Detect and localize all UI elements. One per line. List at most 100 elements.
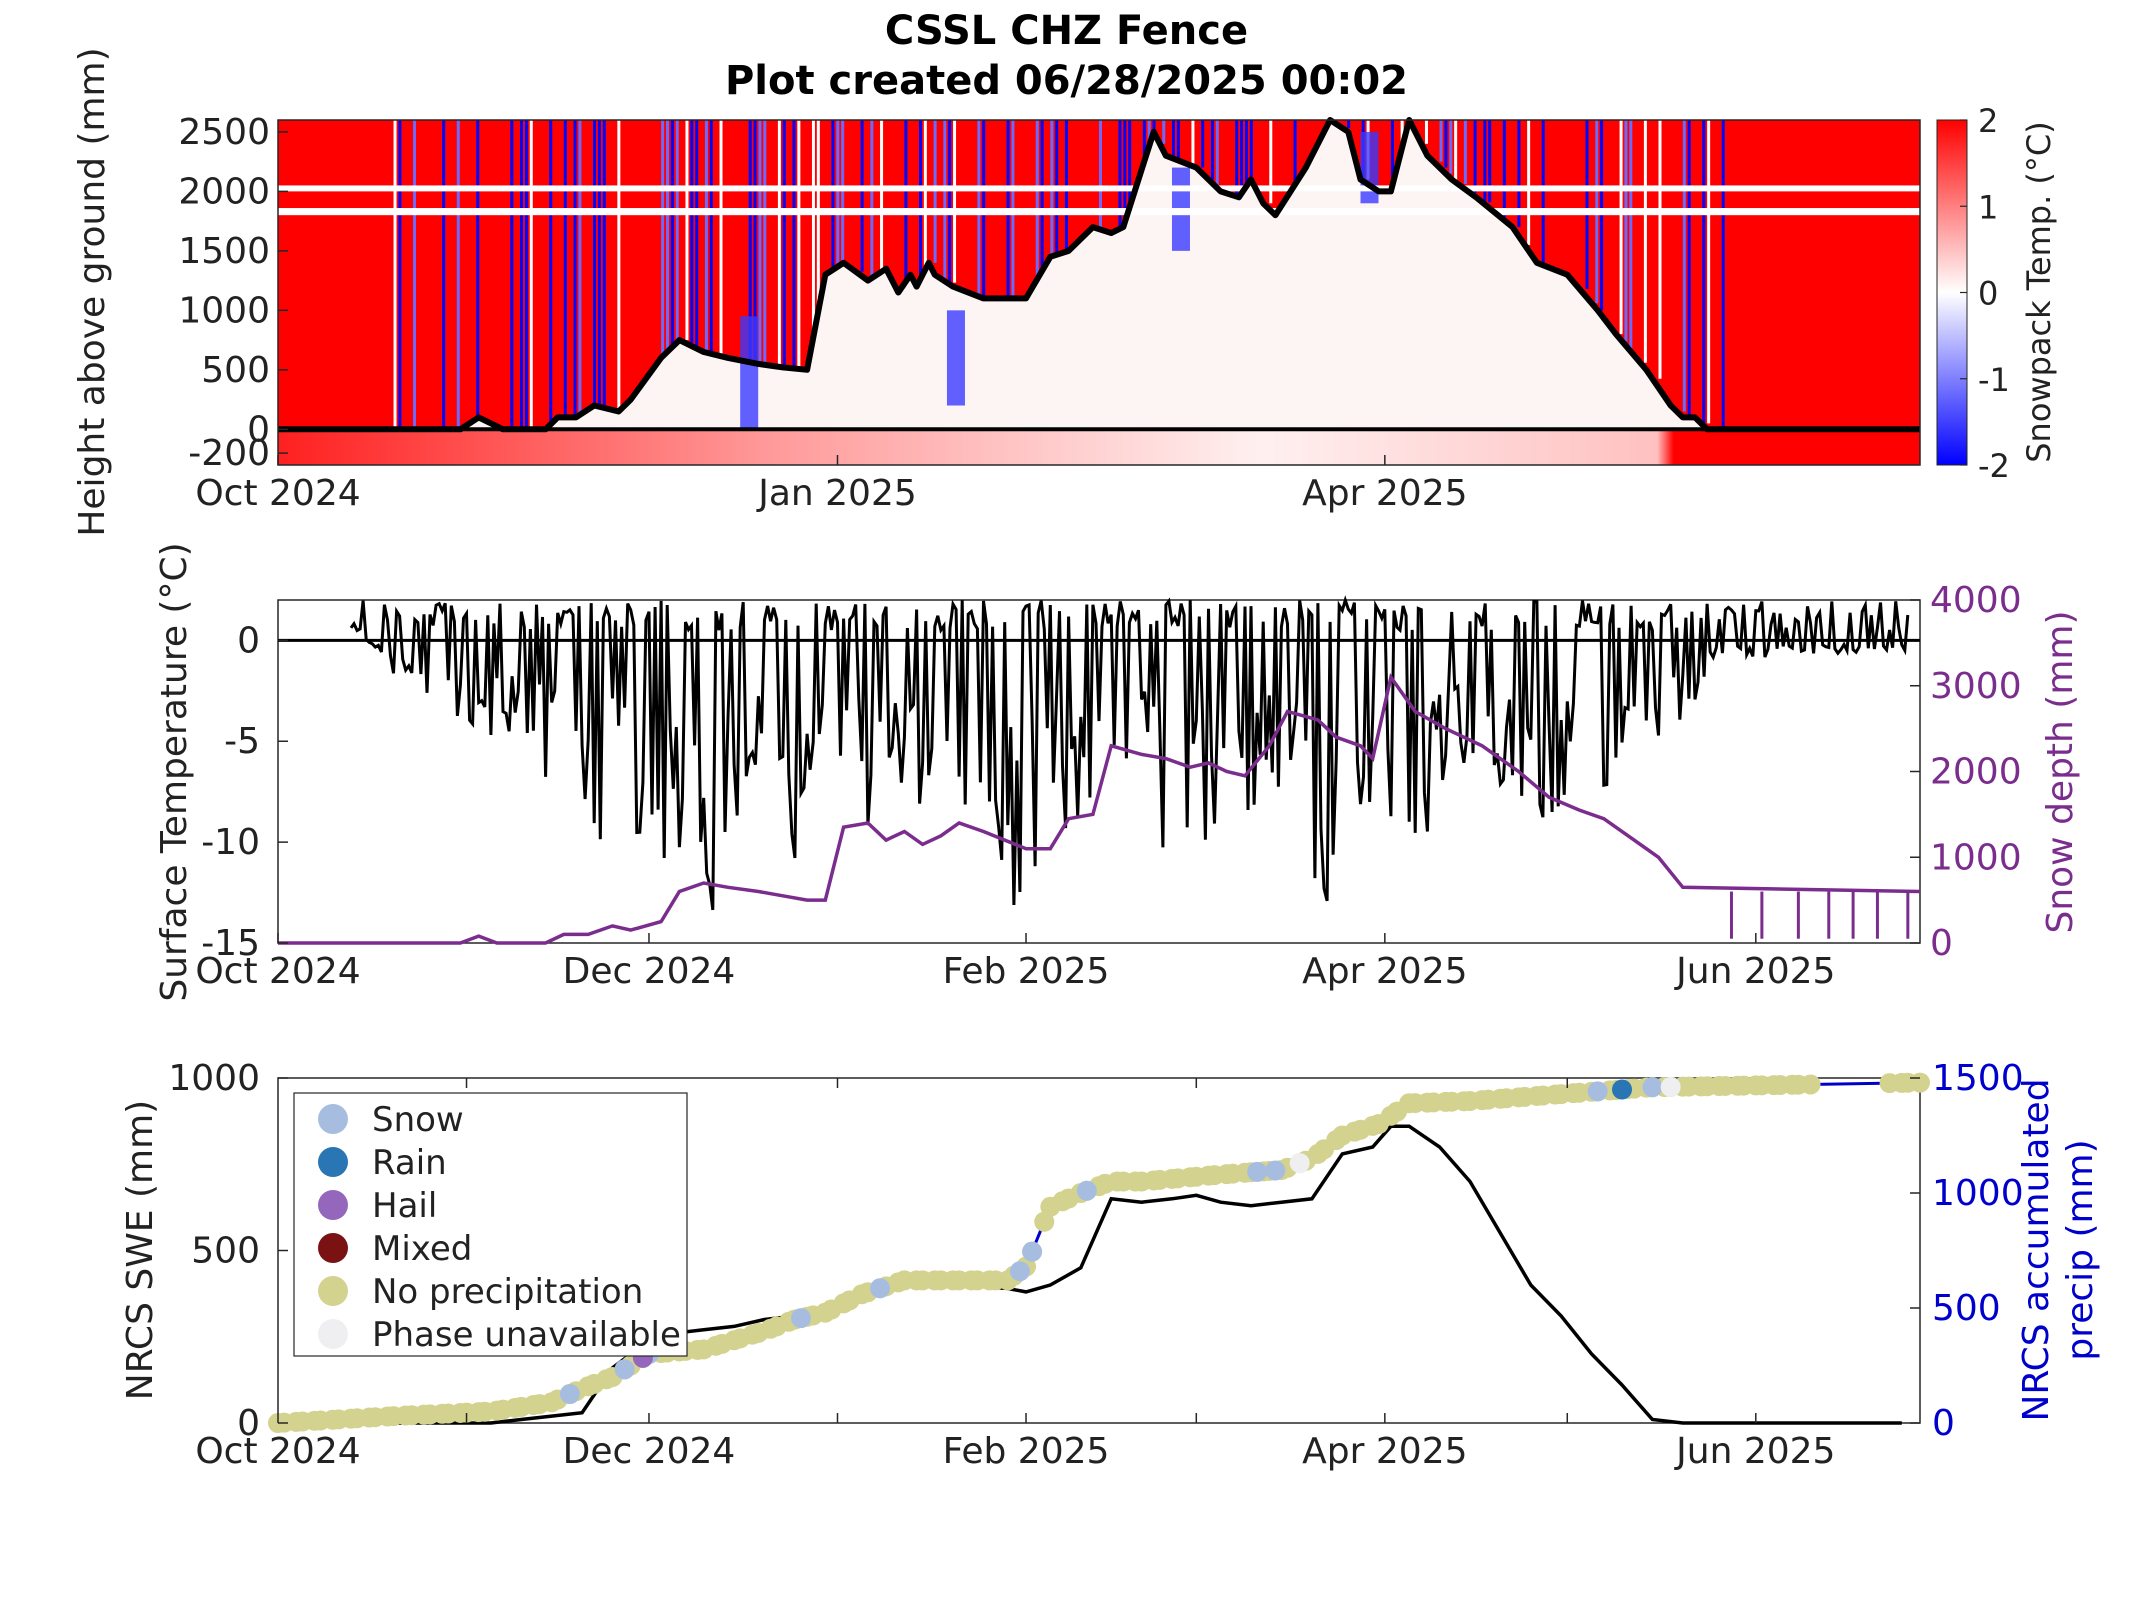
heatmap-column: [1035, 120, 1039, 289]
surface-temp-ytick-label: -15: [201, 923, 260, 964]
swe-precip-panel: 1000 500 0 1500 1000 500 0 Oct 2024 Dec 2024 Fe…: [120, 1058, 2101, 1472]
heatmap-column: [1454, 120, 1458, 180]
surface-temp-frame: [277, 599, 1921, 944]
surface-temp-ytick-label: -5: [224, 721, 260, 762]
heatmap-column: [413, 120, 417, 430]
heatmap-column: [1240, 120, 1244, 198]
heatmap-ylabel: Height above ground (mm): [72, 47, 113, 536]
heatmap-column: [836, 120, 840, 271]
heatmap-column: [1099, 120, 1102, 228]
precip-ytick-label: 500: [1932, 1288, 2001, 1329]
phase-marker-snow: [1642, 1077, 1663, 1098]
heatmap-column: [719, 120, 723, 355]
heatmap-column: [763, 120, 767, 364]
heatmap-column: [1658, 120, 1662, 379]
snow-depth-ytick-label: 2000: [1930, 752, 2022, 793]
swe-xtick-label: Feb 2025: [943, 1431, 1110, 1472]
surface-temp-ylabel: Surface Temperature (°C): [154, 542, 195, 1001]
colorbar-tick-label: 1: [1978, 188, 1998, 226]
heatmap-column: [1347, 120, 1351, 128]
precip-ytick-label: 1500: [1932, 1058, 2024, 1099]
heatmap-column: [748, 120, 752, 362]
heatmap-column: [1483, 120, 1487, 203]
heatmap-column: [1269, 120, 1273, 204]
heatmap-column: [1488, 120, 1492, 203]
phase-marker-no-precip: [1034, 1211, 1055, 1232]
heatmap-column: [1424, 120, 1428, 144]
swe-xtick-label: Dec 2024: [563, 1431, 736, 1472]
heatmap-column: [456, 120, 460, 430]
heatmap-column: [1444, 120, 1448, 168]
heatmap-column: [918, 120, 922, 287]
heatmap-column: [1682, 120, 1686, 412]
heatmap-column: [1517, 120, 1521, 228]
heatmap-column: [816, 120, 820, 339]
heatmap-frame: [277, 119, 1921, 466]
heatmap-ytick-label: 500: [201, 350, 270, 391]
heatmap-column: [1439, 120, 1443, 162]
heatmap-column: [398, 120, 402, 430]
heatmap-column: [1502, 120, 1506, 218]
swe-ytick-label: 500: [191, 1231, 260, 1272]
heatmap-column: [1235, 120, 1239, 196]
chart-title: CSSL CHZ Fence: [884, 8, 1249, 54]
phase-marker-no-precip: [1910, 1072, 1930, 1093]
heatmap-ytick-label: 1500: [178, 231, 270, 272]
colorbar-tick-label: -2: [1978, 447, 2010, 485]
heatmap-column: [685, 120, 689, 341]
heatmap-column: [1128, 120, 1132, 228]
heatmap-column: [1624, 120, 1628, 342]
phase-marker-unavailable: [1660, 1076, 1681, 1097]
phase-marker-snow: [559, 1384, 580, 1405]
surface-temp-xtick-label: Apr 2025: [1302, 951, 1467, 992]
heatmap-column: [1118, 120, 1122, 231]
heatmap-data-gap: [278, 185, 1920, 192]
swe-line: [278, 1124, 1902, 1425]
phase-marker-no-precip: [1800, 1074, 1821, 1095]
snowpack-interior: [278, 120, 1920, 430]
heatmap-soil-layer: [278, 429, 1920, 465]
heatmap-column: [1215, 120, 1219, 186]
snow-depth-ytick-label: 4000: [1930, 580, 2022, 621]
heatmap-column: [943, 120, 947, 279]
chart-subtitle: Plot created 06/28/2025 00:02: [724, 58, 1409, 104]
precip-ylabel-line2: precip (mm): [2060, 1139, 2101, 1360]
phase-marker-snow: [791, 1308, 812, 1329]
swe-ytick-label: 1000: [168, 1058, 260, 1099]
heatmap-xtick-label: Jan 2025: [756, 473, 917, 514]
legend-box: [293, 1092, 688, 1357]
heatmap-column: [1201, 120, 1205, 168]
snow-depth-line: [278, 672, 1921, 945]
legend-marker: [318, 1233, 348, 1263]
heatmap-column: [1473, 120, 1477, 193]
heatmap-xtick-label: Apr 2025: [1302, 473, 1467, 514]
swe-ytick-label: 0: [237, 1403, 260, 1444]
heatmap-column: [777, 120, 781, 367]
heatmap-column: [661, 120, 665, 367]
heatmap-column: [393, 120, 397, 430]
heatmap-column: [520, 120, 524, 430]
snow-depth-line: [278, 117, 1920, 433]
phase-marker-unavailable: [1289, 1153, 1310, 1174]
heatmap-column: [1293, 120, 1297, 197]
heatmap-column: [602, 120, 606, 408]
heatmap-column: [792, 120, 796, 369]
heatmap-column: [923, 120, 927, 275]
heatmap-column: [1191, 120, 1195, 166]
heatmap-column: [953, 120, 957, 283]
legend-marker: [318, 1319, 348, 1349]
heatmap-column: [1210, 120, 1214, 180]
heatmap-ytick-label: 0: [247, 409, 270, 450]
surface-temperature-line: [349, 595, 1910, 911]
legend-label: Mixed: [372, 1229, 472, 1269]
heatmap-column: [880, 120, 884, 277]
swe-xtick-label: Apr 2025: [1302, 1431, 1467, 1472]
precip-ytick-label: 1000: [1932, 1173, 2024, 1214]
heatmap-column: [904, 120, 908, 293]
heatmap-column: [665, 120, 669, 358]
heatmap-ytick-label: -200: [188, 433, 270, 474]
phase-marker-snow: [614, 1359, 635, 1380]
colorbar-label: Snowpack Temp. (°C): [2020, 121, 2058, 463]
